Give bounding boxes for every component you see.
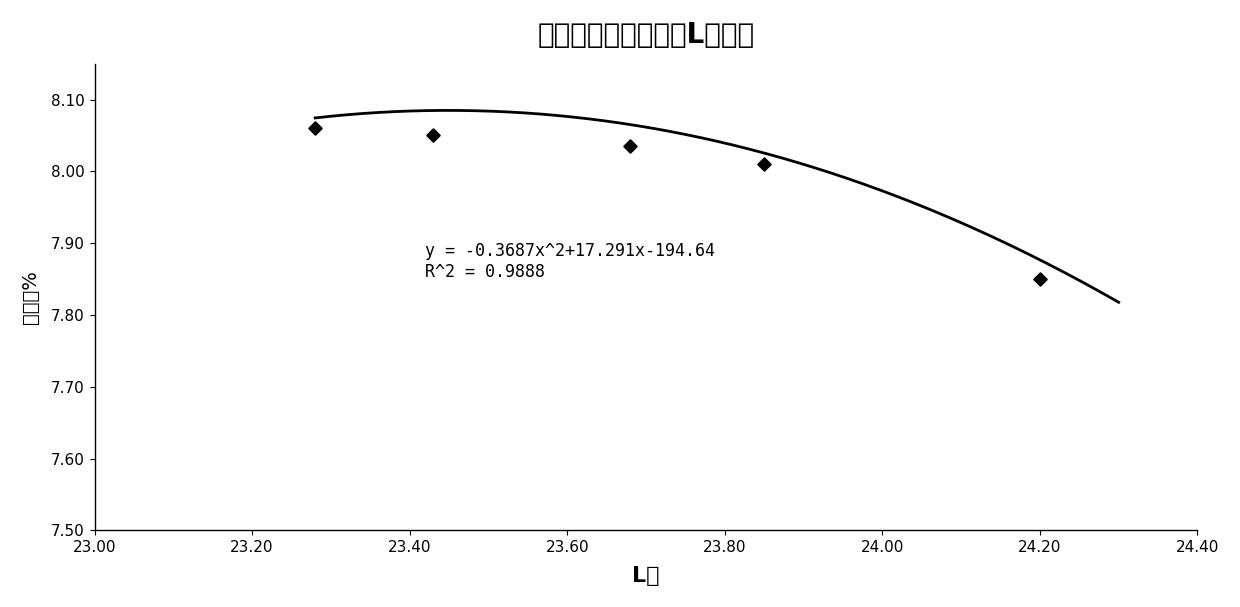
Point (620, 141, 640, 151)
Text: y = -0.3687x^2+17.291x-194.64
R^2 = 0.9888: y = -0.3687x^2+17.291x-194.64 R^2 = 0.98… (425, 242, 715, 280)
Y-axis label: 碳含量%: 碳含量% (21, 270, 40, 324)
Point (423, 131, 443, 140)
Point (754, 159, 774, 169)
Point (1030, 274, 1050, 284)
X-axis label: L值: L值 (632, 566, 660, 586)
Title: 待生催化剂碳含量与L值关系: 待生催化剂碳含量与L值关系 (537, 21, 755, 49)
Point (305, 123, 325, 133)
